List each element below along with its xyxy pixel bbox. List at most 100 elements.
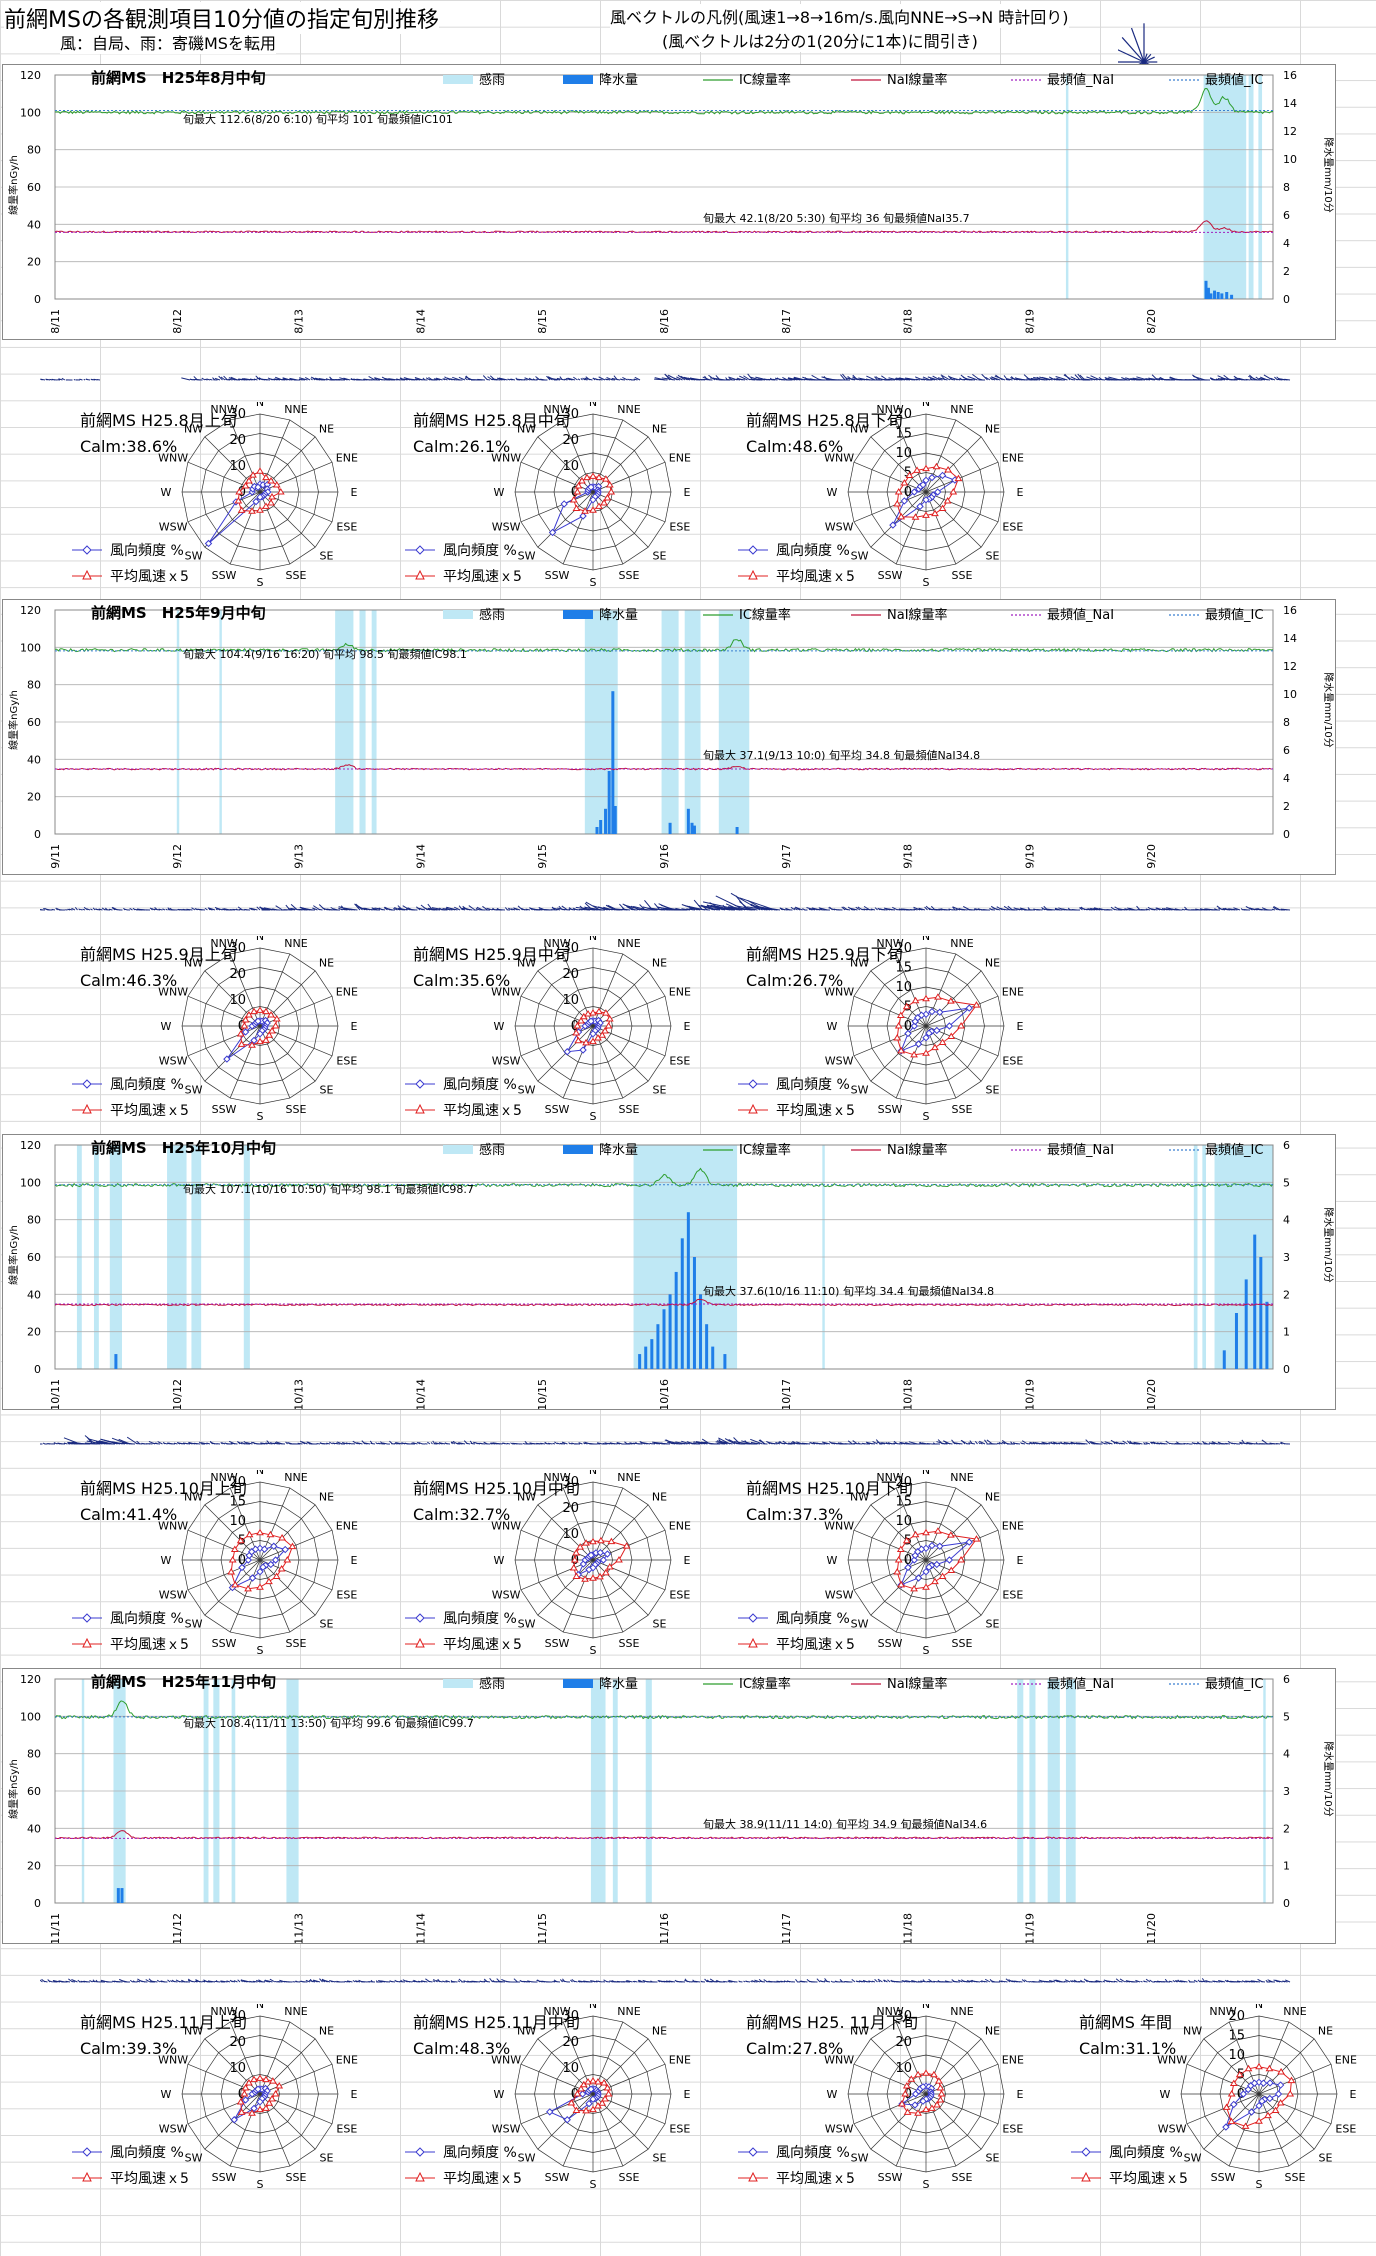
wind-vector: [996, 1442, 1001, 1445]
rose-frequency-marker: [1276, 2081, 1285, 2089]
wind-vector: [498, 377, 508, 381]
wind-vector: [1064, 1979, 1071, 1983]
wind-vector: [1085, 1439, 1091, 1445]
rose-direction-label: SSE: [952, 569, 973, 582]
wind-vector: [953, 377, 961, 381]
wind-vector: [904, 377, 918, 381]
wind-vector: [496, 908, 506, 911]
wind-vector: [865, 908, 873, 911]
rose-frequency-marker: [270, 1542, 278, 1550]
rose-speed-marker: [936, 2084, 945, 2091]
wind-vector: [573, 376, 578, 381]
wind-vector: [642, 1442, 651, 1445]
rose-legend-freq-marker: [748, 2147, 758, 2157]
page-title: 前網MSの各観測項目10分値の指定旬別推移: [4, 2, 439, 34]
legend-nai-mode-label: 最頻値_NaI: [1047, 72, 1114, 88]
rose-speed-marker: [933, 2101, 941, 2108]
rose-direction-label: NNE: [617, 937, 640, 950]
rose-radial-tick: 15: [895, 1495, 912, 1510]
rainfall-bar: [604, 808, 608, 834]
wind-vector-legend-icon: [1118, 23, 1159, 70]
wind-vector: [745, 1980, 751, 1983]
wind-vector: [399, 1981, 406, 1983]
wind-vector: [979, 1980, 983, 1983]
wind-rose-row-sep: NNNENEENEEESESESSESSSWSWWSWWWNWNWNNW0102…: [0, 930, 1376, 1140]
rose-direction-label: SE: [652, 1618, 666, 1631]
y2-tick-label: 14: [1283, 97, 1297, 110]
rainfall-bar: [650, 1339, 654, 1369]
wind-vector: [730, 892, 761, 911]
wind-vector: [40, 1979, 43, 1983]
rose-spoke: [229, 419, 261, 493]
rose-direction-label: S: [1256, 2178, 1263, 2191]
wind-vector: [475, 908, 481, 911]
rose-frequency-marker: [1250, 2079, 1259, 2087]
rose-speed-marker: [576, 1543, 585, 1550]
rose-frequency-marker: [585, 2099, 593, 2108]
rainfall-bar: [668, 1294, 672, 1369]
wind-vector: [1135, 1979, 1141, 1983]
wind-vector: [1145, 378, 1156, 381]
wind-vector: [88, 1438, 108, 1445]
wind-vector: [1255, 908, 1266, 911]
rose-legend-speed-marker: [82, 569, 92, 580]
y2-tick-label: 0: [1283, 828, 1290, 841]
legend-nai-label: NaI線量率: [887, 1142, 948, 1158]
legend-nai-mode-label: 最頻値_NaI: [1047, 607, 1114, 623]
wind-vector: [1149, 1979, 1153, 1983]
wind-vector: [630, 908, 638, 911]
rose-direction-label: ESE: [1002, 520, 1023, 533]
wind-vector: [893, 1442, 901, 1445]
rose-radial-tick: 10: [229, 993, 246, 1008]
rose-direction-label: NNE: [1283, 2005, 1306, 2018]
rose-direction-label: NNE: [617, 403, 640, 416]
rose-direction-label: WNW: [158, 1520, 188, 1533]
y2-tick-label: 5: [1283, 1710, 1290, 1723]
y-tick-label: 0: [34, 1363, 41, 1376]
rose-frequency-marker: [945, 1022, 954, 1030]
wind-vector: [918, 908, 923, 911]
rose-speed-marker: [938, 504, 947, 512]
rose-direction-label: S: [257, 1110, 264, 1123]
wind-vector: [499, 378, 503, 381]
rose-direction-label: ENE: [669, 2054, 691, 2067]
wind-vector: [962, 1980, 971, 1983]
wind-vector: [152, 1442, 161, 1445]
wind-vector: [380, 1980, 388, 1983]
rose-speed-marker: [265, 2099, 274, 2106]
wind-vector: [370, 1442, 376, 1445]
wind-vector: [887, 1979, 891, 1983]
rainfall-bar: [613, 806, 617, 834]
wind-vector: [1021, 1442, 1026, 1445]
wind-vector: [200, 1442, 208, 1445]
wind-vector: [510, 378, 516, 381]
rose-direction-label: NNW: [543, 2005, 570, 2018]
wind-vector: [957, 1979, 963, 1983]
rose-frequency-marker: [546, 2108, 554, 2116]
wind-vector: [974, 908, 981, 911]
wind-vector: [1145, 908, 1151, 911]
wind-vector: [714, 908, 736, 911]
wind-vector: [73, 379, 76, 381]
rose-speed-marker: [245, 1530, 254, 1538]
rose-frequency-marker: [238, 1563, 246, 1572]
rose-spoke: [520, 491, 594, 523]
wind-vector: [747, 906, 768, 911]
wind-vector: [182, 1442, 191, 1445]
rose-direction-label: ENE: [669, 452, 691, 465]
rose-speed-marker: [235, 488, 244, 495]
rose-frequency-marker: [965, 1538, 973, 1546]
wind-vector: [583, 378, 588, 381]
legend-sensing-label: 感雨: [479, 1142, 505, 1158]
rose-radial-tick: 10: [229, 2061, 246, 2076]
rose-radial-tick: 30: [895, 2009, 912, 2024]
wind-vector: [512, 1442, 521, 1445]
rose-direction-label: NE: [319, 422, 334, 435]
wind-vector: [442, 1980, 446, 1983]
rose-legend-speed-marker: [748, 569, 758, 580]
rose-spoke: [925, 1529, 999, 1561]
rose-speed-marker: [241, 2084, 250, 2091]
rose-speed-marker: [582, 1539, 590, 1546]
wind-vector: [757, 378, 766, 381]
